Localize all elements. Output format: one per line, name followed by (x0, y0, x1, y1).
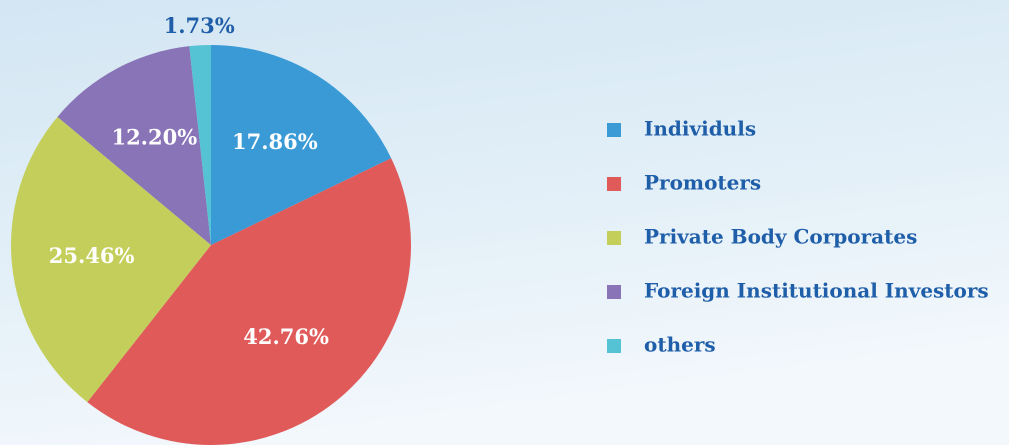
legend-swatch (607, 285, 621, 299)
data-label: 17.86% (232, 129, 318, 154)
legend-swatch (607, 339, 621, 353)
data-label: 42.76% (243, 324, 329, 349)
pie-slice (11, 116, 212, 403)
legend-swatch (607, 231, 621, 245)
pie-slice (87, 158, 411, 445)
legend-swatch (607, 177, 621, 191)
legend-label: others (644, 333, 716, 357)
pie-slice (57, 46, 211, 246)
legend-label: Private Body Corporates (644, 225, 917, 249)
legend-swatch (607, 123, 621, 137)
pie-slice (211, 45, 392, 245)
legend-label: Individuls (644, 117, 756, 141)
data-label: 12.20% (111, 125, 197, 150)
data-label: 25.46% (49, 243, 135, 268)
legend-label: Foreign Institutional Investors (644, 279, 989, 303)
pie-slice (189, 45, 211, 245)
data-label: 1.73% (164, 13, 235, 38)
legend-label: Promoters (644, 171, 761, 195)
